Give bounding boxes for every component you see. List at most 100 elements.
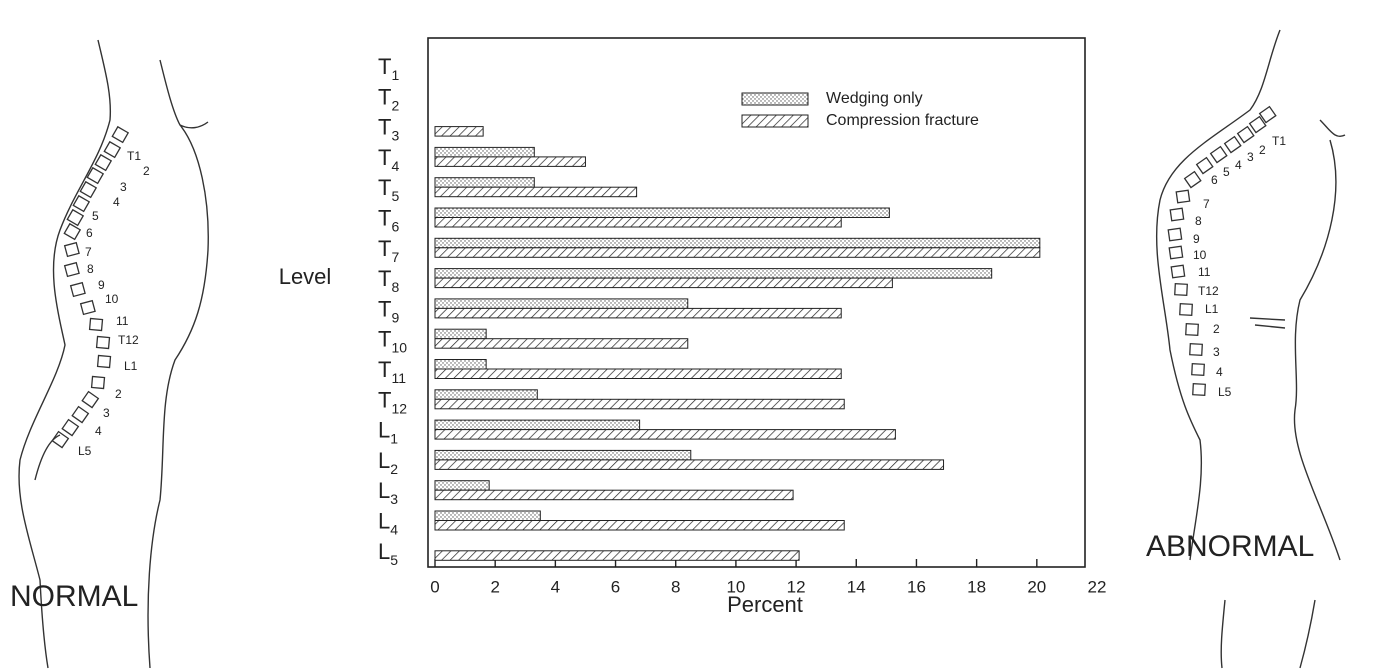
vertebra bbox=[65, 243, 79, 257]
vertebra bbox=[112, 127, 128, 143]
bar bbox=[435, 299, 688, 309]
x-tick-label: 12 bbox=[787, 577, 806, 596]
y-tick-label: L2 bbox=[378, 448, 398, 477]
vertebra-label: 11 bbox=[116, 314, 129, 328]
vertebra bbox=[1238, 127, 1254, 143]
y-tick-label: T7 bbox=[378, 236, 399, 265]
legend-label: Compression fracture bbox=[826, 112, 979, 129]
vertebra-label: 4 bbox=[95, 424, 102, 438]
bar bbox=[435, 360, 486, 370]
vertebra bbox=[1180, 304, 1193, 316]
vertebra-label: 4 bbox=[113, 195, 120, 209]
vertebra-label: 8 bbox=[87, 262, 94, 276]
vertebra bbox=[1186, 324, 1199, 336]
vertebra-label: L1 bbox=[124, 359, 138, 373]
page: NORMAL ABNORMAL Level Percent 0246810121… bbox=[0, 0, 1380, 670]
vertebra bbox=[1211, 147, 1227, 163]
vertebra bbox=[65, 263, 79, 277]
x-tick-label: 16 bbox=[907, 577, 926, 596]
x-tick-label: 6 bbox=[611, 577, 620, 596]
legend-swatch bbox=[742, 93, 808, 105]
vertebra-label: 7 bbox=[1203, 197, 1210, 211]
vertebra-label: 9 bbox=[98, 278, 105, 292]
x-tick-label: 2 bbox=[490, 577, 499, 596]
bar bbox=[435, 481, 489, 491]
bar bbox=[435, 208, 889, 218]
vertebra-label: T1 bbox=[1272, 134, 1286, 148]
vertebra-label: 6 bbox=[1211, 173, 1218, 187]
bar bbox=[435, 390, 537, 400]
y-tick-label: L4 bbox=[378, 508, 398, 537]
vertebra bbox=[1176, 190, 1189, 203]
vertebra bbox=[1197, 158, 1213, 174]
vertebra-label: 7 bbox=[85, 245, 92, 259]
bar bbox=[435, 329, 486, 339]
y-tick-label: T9 bbox=[378, 296, 399, 325]
x-tick-label: 0 bbox=[430, 577, 439, 596]
vertebra bbox=[1185, 172, 1201, 188]
y-tick-label: T5 bbox=[378, 175, 399, 204]
bar bbox=[435, 187, 637, 197]
x-tick-label: 20 bbox=[1027, 577, 1046, 596]
bar bbox=[435, 511, 540, 521]
y-tick-label: T11 bbox=[378, 357, 406, 386]
y-tick-label: T8 bbox=[378, 266, 399, 295]
vertebra bbox=[62, 420, 78, 436]
vertebra bbox=[1192, 364, 1205, 376]
y-tick-label: L1 bbox=[378, 417, 398, 446]
vertebra-label: 9 bbox=[1193, 232, 1200, 246]
vertebra bbox=[98, 355, 111, 367]
vertebra-label: 3 bbox=[1247, 150, 1254, 164]
figure-label: ABNORMAL bbox=[1146, 530, 1314, 563]
vertebra-label: 3 bbox=[103, 406, 110, 420]
y-tick-label: T12 bbox=[378, 387, 407, 416]
legend-label: Wedging only bbox=[826, 90, 923, 107]
bar bbox=[435, 521, 844, 531]
vertebra-label: 2 bbox=[1213, 322, 1220, 336]
vertebra bbox=[72, 407, 88, 423]
bar bbox=[435, 127, 483, 137]
vertebra-label: 6 bbox=[86, 226, 93, 240]
vertebra-label: 2 bbox=[115, 387, 122, 401]
vertebra bbox=[81, 301, 95, 315]
vertebra-label: 5 bbox=[92, 209, 99, 223]
vertebra-label: L1 bbox=[1205, 302, 1219, 316]
vertebra bbox=[82, 392, 98, 408]
vertebra bbox=[52, 432, 68, 448]
vertebra-label: L5 bbox=[78, 444, 92, 458]
x-tick-label: 22 bbox=[1088, 577, 1107, 596]
y-tick-label: L5 bbox=[378, 539, 398, 568]
vertebra bbox=[90, 318, 103, 330]
vertebra-label: 11 bbox=[1198, 265, 1211, 279]
vertebra bbox=[92, 376, 105, 388]
bar bbox=[435, 420, 640, 430]
bar bbox=[435, 147, 534, 157]
x-tick-label: 18 bbox=[967, 577, 986, 596]
vertebra-label: 3 bbox=[120, 180, 127, 194]
x-tick-label: 14 bbox=[847, 577, 866, 596]
vertebra-label: T1 bbox=[127, 149, 141, 163]
vertebra bbox=[1170, 208, 1183, 221]
vertebra-label: 8 bbox=[1195, 214, 1202, 228]
y-tick-label: T4 bbox=[378, 145, 399, 174]
bar bbox=[435, 218, 841, 228]
bar bbox=[435, 178, 534, 188]
vertebra bbox=[1168, 228, 1181, 241]
y-axis-label: Level bbox=[279, 264, 332, 289]
x-tick-label: 8 bbox=[671, 577, 680, 596]
vertebra bbox=[95, 155, 111, 171]
bar bbox=[435, 490, 793, 500]
bar bbox=[435, 238, 1040, 248]
legend-swatch bbox=[742, 115, 808, 127]
vertebra bbox=[1171, 265, 1184, 278]
vertebra-label: 10 bbox=[1193, 248, 1207, 262]
bar bbox=[435, 450, 691, 460]
bar bbox=[435, 460, 944, 470]
y-tick-label: T10 bbox=[378, 327, 407, 356]
vertebra bbox=[1193, 384, 1206, 396]
y-tick-label: T1 bbox=[378, 54, 399, 83]
bar bbox=[435, 430, 895, 440]
bar bbox=[435, 269, 992, 279]
y-tick-label: L3 bbox=[378, 478, 398, 507]
vertebra bbox=[73, 196, 89, 212]
